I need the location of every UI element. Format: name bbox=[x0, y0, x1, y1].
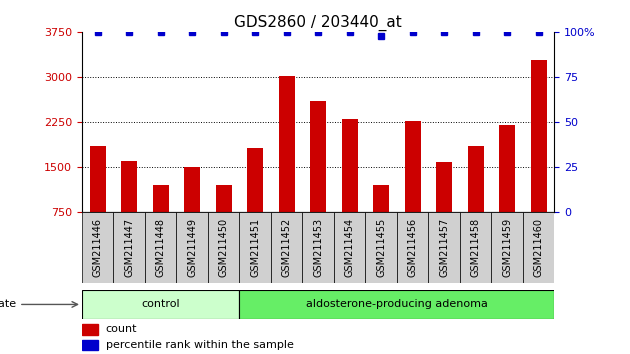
Bar bbox=[341, 119, 358, 212]
Text: GSM211448: GSM211448 bbox=[156, 218, 166, 277]
Text: percentile rank within the sample: percentile rank within the sample bbox=[106, 340, 294, 350]
Text: GSM211460: GSM211460 bbox=[534, 218, 544, 277]
Bar bbox=[82, 290, 239, 319]
Bar bbox=[184, 167, 200, 212]
Bar bbox=[302, 212, 334, 283]
Text: GSM211450: GSM211450 bbox=[219, 218, 229, 277]
Bar bbox=[82, 340, 98, 350]
Bar bbox=[239, 290, 554, 319]
Bar bbox=[278, 76, 294, 212]
Bar bbox=[153, 185, 169, 212]
Text: GSM211454: GSM211454 bbox=[345, 218, 355, 277]
Bar bbox=[499, 125, 515, 212]
Bar bbox=[215, 185, 232, 212]
Text: GSM211449: GSM211449 bbox=[187, 218, 197, 277]
Bar bbox=[113, 212, 145, 283]
Text: disease state: disease state bbox=[0, 299, 16, 309]
Bar bbox=[436, 162, 452, 212]
Bar bbox=[365, 212, 397, 283]
Text: GSM211456: GSM211456 bbox=[408, 218, 418, 277]
Text: GSM211451: GSM211451 bbox=[250, 218, 260, 277]
Bar bbox=[310, 101, 326, 212]
Bar bbox=[82, 324, 98, 335]
Title: GDS2860 / 203440_at: GDS2860 / 203440_at bbox=[234, 14, 402, 30]
Bar bbox=[460, 212, 491, 283]
Text: GSM211452: GSM211452 bbox=[282, 218, 292, 277]
Bar bbox=[523, 212, 554, 283]
Bar bbox=[90, 146, 106, 212]
Bar bbox=[373, 185, 389, 212]
Text: GSM211447: GSM211447 bbox=[124, 218, 134, 277]
Text: GSM211446: GSM211446 bbox=[93, 218, 103, 277]
Bar bbox=[404, 121, 421, 212]
Bar bbox=[176, 212, 208, 283]
Text: GSM211457: GSM211457 bbox=[439, 218, 449, 277]
Text: aldosterone-producing adenoma: aldosterone-producing adenoma bbox=[306, 299, 488, 309]
Text: count: count bbox=[106, 324, 137, 334]
Bar bbox=[334, 212, 365, 283]
Bar bbox=[491, 212, 523, 283]
Bar bbox=[428, 212, 460, 283]
Bar bbox=[239, 212, 271, 283]
Bar bbox=[530, 60, 546, 212]
Text: GSM211459: GSM211459 bbox=[502, 218, 512, 277]
Bar bbox=[271, 212, 302, 283]
Bar bbox=[121, 161, 137, 212]
Bar bbox=[397, 212, 428, 283]
Text: GSM211458: GSM211458 bbox=[471, 218, 481, 277]
Bar bbox=[145, 212, 176, 283]
Bar bbox=[82, 212, 113, 283]
Text: control: control bbox=[141, 299, 180, 309]
Bar bbox=[208, 212, 239, 283]
Text: GSM211455: GSM211455 bbox=[376, 218, 386, 277]
Bar bbox=[467, 146, 484, 212]
Bar bbox=[247, 148, 263, 212]
Text: GSM211453: GSM211453 bbox=[313, 218, 323, 277]
